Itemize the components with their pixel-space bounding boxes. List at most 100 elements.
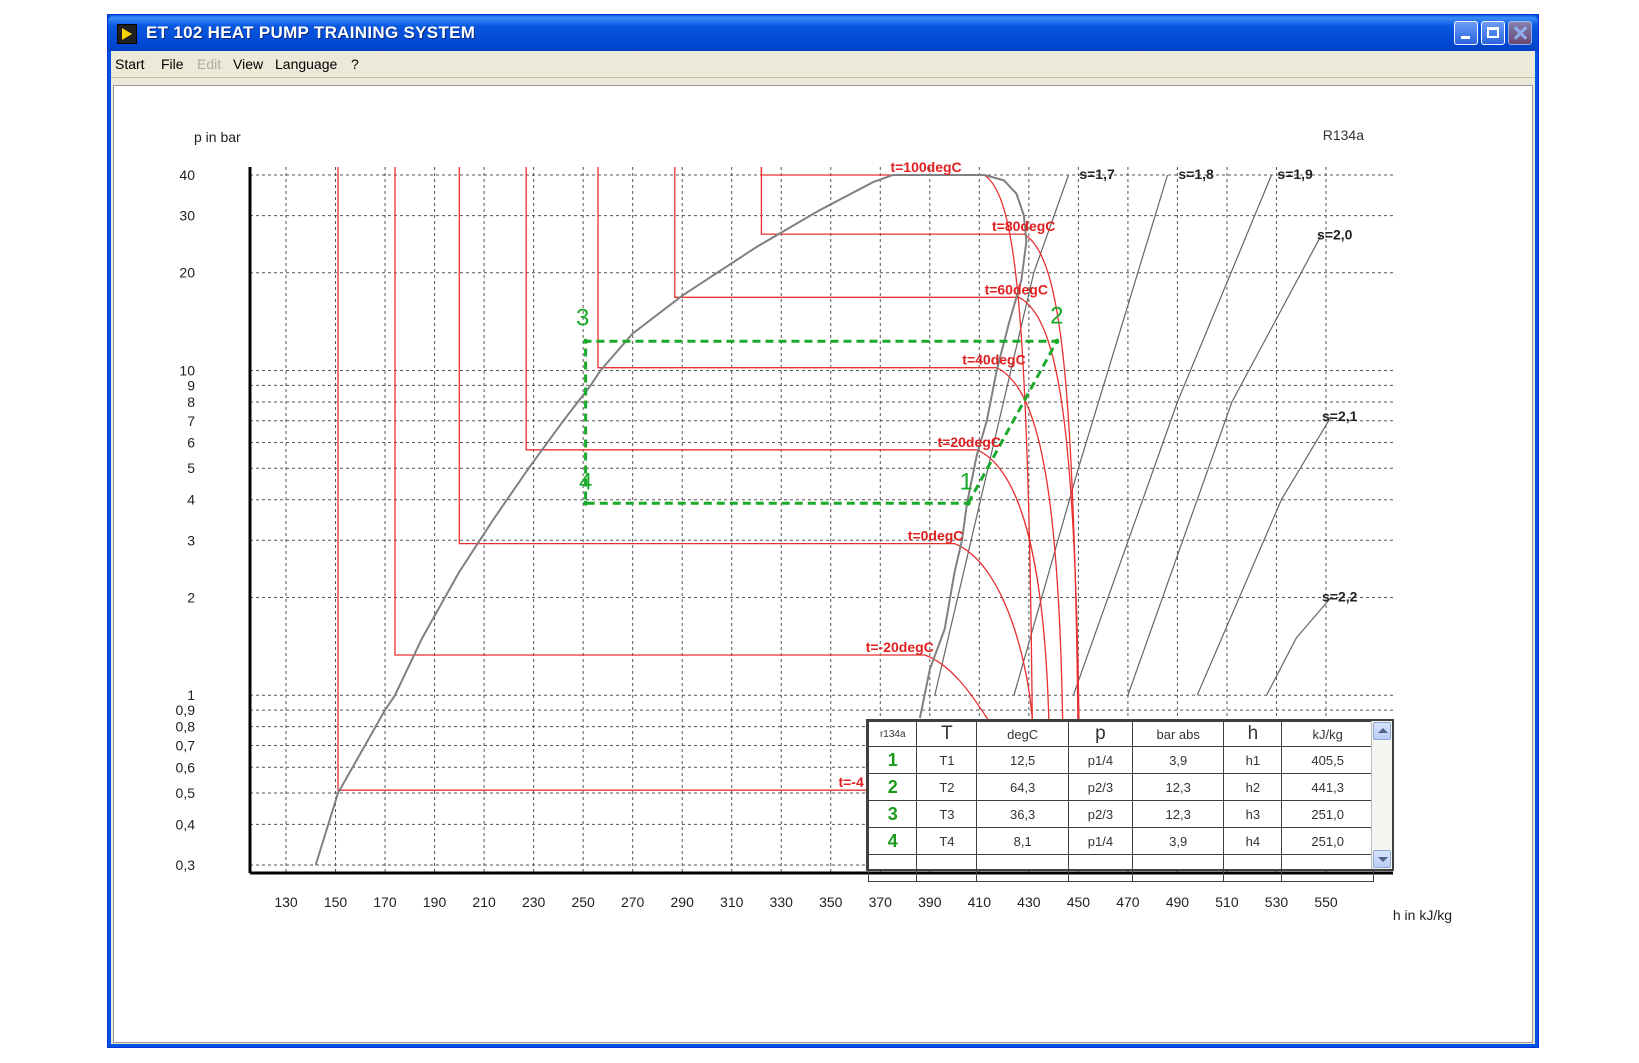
menu-help[interactable]: ? (351, 56, 359, 72)
isentrope-line (1127, 235, 1322, 696)
x-tick-label: 310 (720, 894, 744, 910)
isotherm-label: t=100degC (890, 159, 961, 175)
x-tick-label: 470 (1116, 894, 1140, 910)
isotherm-line (760, 167, 1033, 724)
cycle-point-label: 3 (576, 304, 589, 331)
isentrope-label: s=2,0 (1317, 227, 1353, 243)
pressure-label: p2/3 (1067, 800, 1134, 828)
y-tick-label: 0,8 (176, 719, 196, 735)
close-button[interactable] (1508, 21, 1532, 45)
y-tick-label: 0,6 (176, 759, 196, 775)
table-row[interactable]: 4 T4 8,1 p1/4 3,9 h4 251,0 (867, 827, 1374, 855)
table-row-empty[interactable] (867, 854, 1374, 882)
y-tick-label: 3 (187, 532, 195, 548)
isentrope-line (1196, 416, 1332, 696)
x-tick-label: 390 (918, 894, 942, 910)
isentrope-line (1013, 174, 1169, 696)
enthalpy-label: h1 (1223, 746, 1283, 774)
x-tick-label: 270 (621, 894, 645, 910)
cycle-point (1054, 338, 1060, 344)
pressure-value: 3,9 (1131, 827, 1225, 855)
cycle-point (583, 500, 589, 506)
x-tick-label: 370 (869, 894, 893, 910)
table-row[interactable]: 2 T2 64,3 p2/3 12,3 h2 441,3 (867, 773, 1374, 801)
isentrope-label: s=1,9 (1277, 166, 1313, 182)
isotherm-line (525, 167, 1050, 724)
enthalpy-label: h2 (1223, 773, 1283, 801)
empty-cell (867, 854, 918, 882)
isotherm-label: t=-4 (838, 774, 864, 790)
table-scrollbar[interactable] (1371, 721, 1392, 869)
isotherm-label: t=-20degC (866, 639, 934, 655)
temp-value: 36,3 (976, 800, 1069, 828)
x-tick-label: 330 (770, 894, 794, 910)
x-tick-label: 290 (671, 894, 695, 910)
state-number: 3 (867, 800, 918, 828)
state-number: 1 (867, 746, 918, 774)
cycle-point (965, 500, 971, 506)
table-header-cell: bar abs (1131, 721, 1225, 747)
cycle-point-label: 1 (960, 468, 973, 495)
scroll-down-icon[interactable] (1373, 850, 1391, 868)
y-tick-label: 0,4 (176, 816, 196, 832)
scroll-up-icon[interactable] (1373, 722, 1391, 740)
menu-language[interactable]: Language (275, 56, 338, 72)
title-bar[interactable]: ET 102 HEAT PUMP TRAINING SYSTEM (108, 15, 1538, 51)
state-number: 4 (867, 827, 918, 855)
y-axis-title: p in bar (194, 129, 241, 145)
isotherm-label: t=40degC (962, 352, 1025, 368)
x-tick-label: 410 (968, 894, 992, 910)
y-tick-label: 0,7 (176, 738, 196, 754)
table-header-cell: r134a (867, 721, 918, 747)
pressure-value: 12,3 (1131, 773, 1225, 801)
temp-value: 64,3 (976, 773, 1069, 801)
x-tick-label: 190 (423, 894, 447, 910)
menu-file[interactable]: File (161, 56, 184, 72)
x-tick-label: 250 (571, 894, 595, 910)
y-tick-label: 1 (187, 687, 195, 703)
log-ph-diagram: 130 150 170 190 210 230 250 270 290 310 330 350 370 3… (176, 127, 1452, 923)
saturated-liquid-line (314, 174, 894, 866)
table-row[interactable]: 3 T3 36,3 p2/3 12,3 h3 251,0 (867, 800, 1374, 828)
cycle-point-label: 4 (579, 468, 592, 495)
enthalpy-value: 251,0 (1281, 827, 1374, 855)
empty-cell (976, 854, 1069, 882)
app-icon[interactable] (117, 24, 137, 44)
y-tick-label: 20 (179, 265, 195, 281)
enthalpy-label: h4 (1223, 827, 1283, 855)
enthalpy-value: 251,0 (1281, 800, 1374, 828)
x-tick-label: 530 (1265, 894, 1289, 910)
temp-label: T2 (916, 773, 978, 801)
isentrope-line (934, 174, 1070, 696)
y-tick-label: 0,3 (176, 857, 196, 873)
state-number: 2 (867, 773, 918, 801)
isentrope-label: s=1,8 (1178, 166, 1214, 182)
table-header-row: r134a T degC p bar abs h kJ/kg (867, 721, 1374, 747)
menu-start[interactable]: Start (115, 56, 145, 72)
empty-cell (1131, 854, 1225, 882)
y-tick-label: 10 (179, 362, 195, 378)
menu-view[interactable]: View (233, 56, 264, 72)
temp-label: T1 (916, 746, 978, 774)
temp-label: T3 (916, 800, 978, 828)
table-row[interactable]: 1 T1 12,5 p1/4 3,9 h1 405,5 (867, 746, 1374, 774)
isotherm-label: t=0degC (908, 528, 964, 544)
x-tick-label: 550 (1314, 894, 1338, 910)
pressure-value: 12,3 (1131, 800, 1225, 828)
enthalpy-label: h3 (1223, 800, 1283, 828)
isentrope-label: s=1,7 (1079, 166, 1115, 182)
isotherm-line (458, 167, 1034, 724)
maximize-button[interactable] (1481, 21, 1505, 45)
state-table: r134a T degC p bar abs h kJ/kg 1 T1 12,5… (866, 719, 1394, 882)
x-tick-label: 150 (324, 894, 348, 910)
y-tick-label: 6 (187, 435, 195, 451)
state-table-grid: r134a T degC p bar abs h kJ/kg 1 T1 12,5… (867, 721, 1374, 882)
diagram-area: 130 150 170 190 210 230 250 270 290 310 330 350 370 3… (113, 85, 1533, 1043)
cycle-point (583, 338, 589, 344)
table-header-cell: h (1223, 721, 1283, 747)
isotherm-label: t=60degC (985, 281, 1048, 297)
enthalpy-value: 441,3 (1281, 773, 1374, 801)
minimize-button[interactable] (1454, 21, 1478, 45)
x-tick-label: 450 (1067, 894, 1091, 910)
y-tick-label: 4 (187, 492, 195, 508)
